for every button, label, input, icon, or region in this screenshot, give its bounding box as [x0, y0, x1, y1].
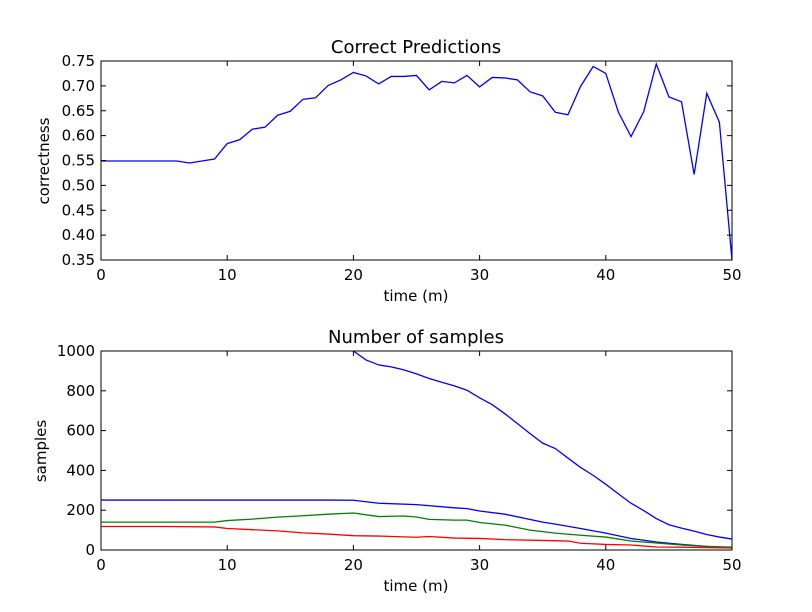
y-tick-label: 0.50 — [62, 176, 95, 194]
y-ticks: 0.35 0.40 0.45 0.50 0.55 0.60 0.65 0.70 0.75 — [62, 52, 732, 269]
x-tick-label: 30 — [470, 556, 489, 574]
series-line-3 — [101, 512, 733, 548]
plot-area-frame — [100, 350, 733, 551]
series-line-2 — [101, 499, 733, 549]
y-tick-label: 0.45 — [62, 201, 95, 219]
series-line-1 — [101, 61, 733, 261]
y-tick-label: 0.40 — [62, 226, 95, 244]
y-tick-label: 400 — [66, 461, 95, 479]
y-tick-label: 0.55 — [62, 152, 95, 170]
y-tick-label: 0.75 — [62, 52, 95, 70]
x-ticks: 0 10 20 30 40 50 — [96, 351, 742, 574]
x-tick-label: 50 — [722, 556, 741, 574]
y-tick-label: 0.70 — [62, 77, 95, 95]
y-tick-label: 800 — [66, 382, 95, 400]
chart-title: Correct Predictions — [331, 37, 501, 58]
x-ticks: 0 10 20 30 40 50 — [96, 61, 742, 284]
y-tick-label: 0.35 — [62, 251, 95, 269]
x-axis-label: time (m) — [384, 577, 449, 595]
x-tick-label: 0 — [96, 556, 106, 574]
y-tick-label: 600 — [66, 422, 95, 440]
series-line-1 — [353, 350, 733, 540]
y-tick-label: 0.60 — [62, 127, 95, 145]
chart-correct-predictions: Correct Predictions 0 10 20 30 40 50 0.35 0.40… — [35, 37, 742, 305]
y-ticks: 0 200 400 600 800 1000 — [57, 342, 732, 559]
x-tick-label: 20 — [344, 556, 363, 574]
y-tick-label: 1000 — [57, 342, 95, 360]
x-tick-label: 0 — [96, 266, 106, 284]
x-tick-label: 40 — [596, 266, 615, 284]
y-tick-label: 0.65 — [62, 102, 95, 120]
x-tick-label: 50 — [722, 266, 741, 284]
y-tick-label: 200 — [66, 501, 95, 519]
plot-marks — [101, 350, 733, 549]
y-tick-label: 0 — [85, 541, 95, 559]
x-tick-label: 10 — [218, 556, 237, 574]
plot-marks — [101, 61, 733, 261]
series-line-4 — [101, 525, 733, 549]
plot-area-frame — [100, 60, 733, 261]
chart-number-of-samples: Number of samples 0 10 20 30 40 50 0 200 400 600… — [32, 327, 742, 595]
chart-title: Number of samples — [328, 327, 504, 348]
x-tick-label: 20 — [344, 266, 363, 284]
y-axis-label: samples — [32, 420, 50, 483]
x-axis-label: time (m) — [384, 287, 449, 305]
x-tick-label: 10 — [218, 266, 237, 284]
y-axis-label: correctness — [35, 117, 53, 204]
x-tick-label: 30 — [470, 266, 489, 284]
x-tick-label: 40 — [596, 556, 615, 574]
